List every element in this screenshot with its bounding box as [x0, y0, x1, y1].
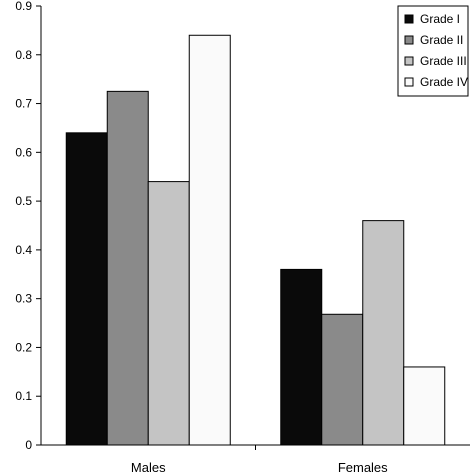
x-axis-categories: Males Females	[131, 445, 388, 474]
bar-males-grade-i	[65, 132, 108, 446]
legend-label: Grade IV	[420, 75, 468, 89]
bar-males-grade-ii	[106, 90, 149, 446]
bar-males-grade-iv	[188, 34, 231, 446]
x-category-label: Females	[338, 460, 388, 474]
legend-swatch	[404, 14, 414, 24]
bars	[65, 34, 446, 446]
legend-label: Grade II	[420, 33, 463, 47]
y-tick-label: 0.7	[15, 97, 32, 111]
legend-swatch	[404, 77, 414, 87]
legend-swatch	[404, 56, 414, 66]
y-tick-label: 0.5	[15, 194, 32, 208]
y-axis-ticks: 0 0.1 0.2 0.3 0.4 0.5 0.6 0.7 0.8 0.9	[15, 0, 41, 452]
y-tick-label: 0.8	[15, 48, 32, 62]
y-tick-label: 0.3	[15, 292, 32, 306]
legend-label: Grade I	[420, 12, 460, 26]
bar-females-grade-ii	[321, 313, 364, 446]
legend-swatch	[404, 35, 414, 45]
y-tick-label: 0	[25, 438, 32, 452]
y-tick-label: 0.6	[15, 145, 32, 159]
y-tick-label: 0.4	[15, 243, 32, 257]
bar-females-grade-iv	[403, 366, 446, 446]
y-tick-label: 0.1	[15, 389, 32, 403]
bar-females-grade-i	[280, 268, 323, 446]
y-tick-label: 0.2	[15, 340, 32, 354]
x-category-label: Males	[131, 460, 166, 474]
bar-males-grade-iii	[147, 181, 190, 446]
bar-females-grade-iii	[362, 220, 405, 446]
legend-label: Grade III	[420, 54, 467, 68]
legend: Grade I Grade II Grade III Grade IV	[397, 5, 469, 97]
y-tick-label: 0.9	[15, 0, 32, 13]
